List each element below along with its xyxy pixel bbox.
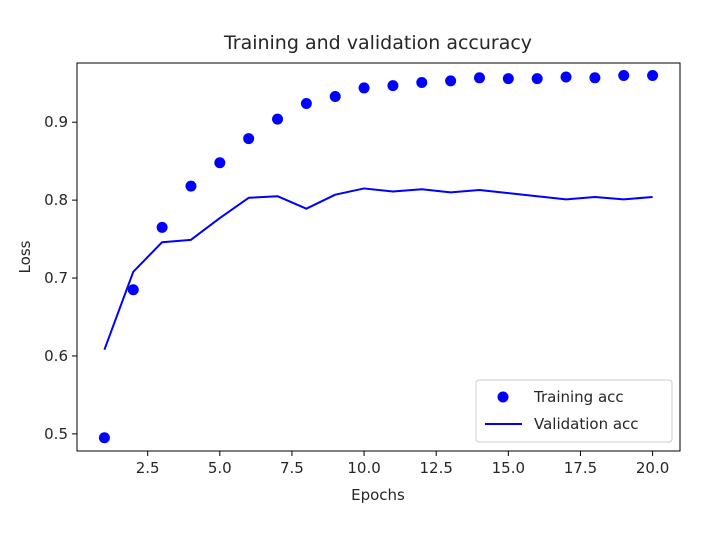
x-tick-label: 10.0 (347, 459, 380, 477)
x-tick-label: 15.0 (492, 459, 525, 477)
x-tick-label: 2.5 (136, 459, 160, 477)
training-acc-point (416, 76, 428, 88)
training-acc-point (358, 82, 370, 94)
legend: Training acc Validation acc (475, 379, 673, 443)
legend-label-validation: Validation acc (534, 415, 639, 433)
y-tick-label: 0.9 (44, 113, 68, 131)
training-acc-point (445, 75, 457, 87)
plot-area (98, 69, 659, 444)
x-tick-label: 20.0 (636, 459, 669, 477)
x-tick-label: 17.5 (564, 459, 597, 477)
y-tick-label: 0.7 (44, 269, 68, 287)
y-tick-label: 0.6 (44, 347, 68, 365)
legend-label-training: Training acc (533, 388, 624, 406)
training-acc-point (300, 98, 312, 110)
x-tick-label: 12.5 (420, 459, 453, 477)
training-acc-point (531, 73, 543, 85)
training-acc-point (502, 73, 514, 85)
legend-marker-training (497, 391, 509, 403)
training-acc-point (647, 69, 659, 81)
training-acc-point (560, 71, 572, 83)
y-tick-label: 0.8 (44, 191, 68, 209)
training-acc-point (272, 113, 284, 125)
x-tick-label: 7.5 (280, 459, 304, 477)
training-acc-point (98, 432, 110, 444)
x-axis-title: Epochs (351, 486, 405, 504)
training-acc-point (387, 80, 399, 92)
training-acc-point (185, 180, 197, 192)
y-axis-title: Loss (16, 240, 34, 273)
chart-title: Training and validation accuracy (223, 32, 532, 54)
legend-box (475, 379, 673, 443)
validation-acc-line (103, 187, 653, 351)
y-axis: 0.5 0.6 0.7 0.8 0.9 (44, 113, 77, 443)
training-acc-point (329, 91, 341, 102)
x-axis: 2.5 5.0 7.5 10.0 12.5 15.0 17.5 20.0 (136, 451, 669, 477)
x-tick-label: 5.0 (208, 459, 232, 477)
training-acc-point (127, 284, 139, 296)
training-acc-point (618, 69, 630, 81)
training-acc-point (243, 133, 255, 145)
training-acc-point (589, 72, 601, 84)
training-acc-point (156, 221, 168, 233)
training-acc-point (214, 157, 226, 169)
y-tick-label: 0.5 (44, 425, 68, 443)
plot-frame (76, 62, 681, 452)
training-acc-point (473, 72, 485, 84)
